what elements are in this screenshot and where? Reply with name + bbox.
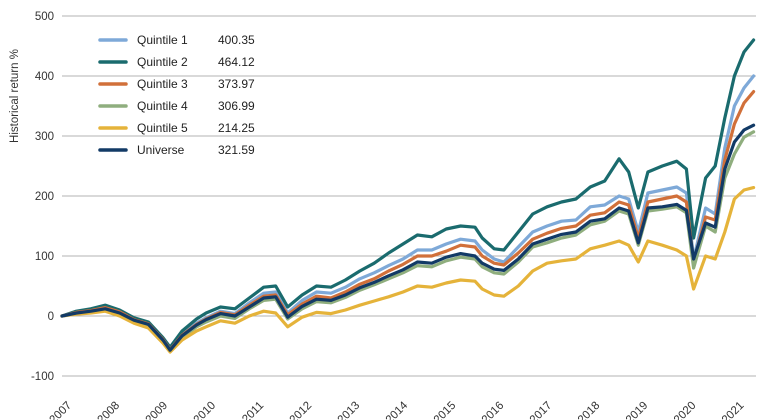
x-tick-label: 2017 [528,400,555,420]
x-tick-label: 2015 [432,400,459,420]
y-tick-label: 100 [35,251,54,263]
x-tick-label: 2020 [672,400,699,420]
y-tick-label: 300 [35,131,54,143]
x-tick-label: 2019 [624,400,651,420]
series-lines [60,38,756,354]
legend-value: 464.12 [218,55,255,69]
x-tick-label: 2018 [576,400,603,420]
x-axis-ticks: 2007 2008 2009 2010 2011 2012 2013 2014 2015 2016… [48,399,747,420]
legend-label: Universe [137,143,185,157]
y-tick-label: -100 [31,371,54,383]
x-tick-label: 2008 [96,400,123,420]
legend-value: 306.99 [218,99,255,113]
gridlines [62,15,756,377]
series-line-quintile-2 [60,38,756,349]
x-tick-label: 2013 [336,400,363,420]
legend-value: 321.59 [218,143,255,157]
x-tick-label: 2016 [480,400,507,420]
legend-value: 214.25 [218,121,255,135]
legend-label: Quintile 2 [137,55,188,69]
y-tick-label: 400 [35,71,54,83]
x-tick-label: 2012 [288,400,315,420]
legend-label: Quintile 3 [137,77,188,91]
y-tick-label: 500 [35,11,54,23]
y-axis-ticks: -100 0 100 200 300 400 500 [31,11,54,383]
y-axis-label: Historical return % [9,49,21,143]
x-tick-label: 2009 [144,400,171,420]
series-line-quintile-1 [60,74,756,351]
x-tick-label: 2011 [240,400,266,420]
series-line-quintile-5 [60,186,756,354]
y-tick-label: 200 [35,191,54,203]
y-tick-label: 0 [48,311,54,323]
x-tick-label: 2014 [384,399,411,420]
legend-label: Quintile 4 [137,99,188,113]
legend-value: 373.97 [218,77,255,91]
legend-value: 400.35 [218,33,255,47]
x-tick-label: 2010 [192,400,219,420]
x-tick-label: 2007 [48,400,75,420]
series-line-universe [60,123,756,352]
legend: Quintile 1 400.35 Quintile 2 464.12 Quintile… [98,33,255,157]
legend-label: Quintile 5 [137,121,188,135]
x-tick-label: 2021 [720,400,747,420]
legend-label: Quintile 1 [137,33,188,47]
